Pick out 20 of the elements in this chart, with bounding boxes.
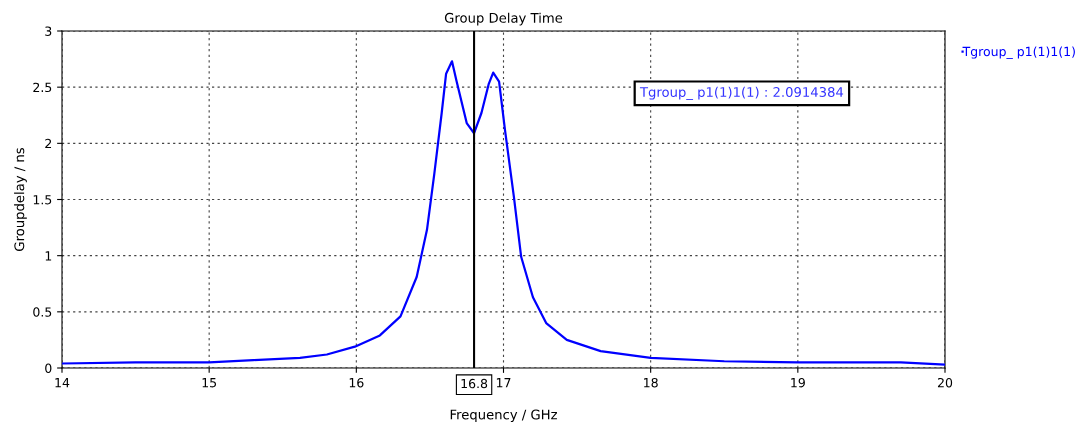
x-axis-title: Frequency / GHz (450, 409, 557, 423)
x-tick-label: 15 (202, 378, 217, 388)
x-tick-label: 18 (644, 377, 658, 388)
chart-title: Group Delay Time (444, 12, 563, 26)
y-tick-label: 0.5 (33, 307, 52, 317)
ref-line-label: 16.8 (461, 378, 488, 389)
x-tick-label: 17 (496, 378, 511, 388)
x-tick-label: 16 (349, 377, 364, 388)
y-tick-label: 1.5 (33, 195, 52, 205)
x-tick-label: 14 (55, 378, 70, 388)
y-tick-label: 0 (45, 363, 52, 373)
x-tick-label: 20 (937, 377, 953, 388)
y-tick-label: 2.5 (33, 82, 52, 93)
annotation: Tgroup_ p1(1)1(1) : 2.0914384 (639, 86, 844, 100)
y-axis-title: Groupdelay / ns (14, 148, 27, 251)
y-tick-label: 1 (45, 251, 52, 261)
legend-label: Tgroup_ p1(1)1(1) (962, 46, 1075, 59)
x-tick-label: 19 (791, 377, 805, 388)
y-tick-label: 3 (45, 26, 52, 36)
y-tick-label: 2 (45, 138, 52, 149)
